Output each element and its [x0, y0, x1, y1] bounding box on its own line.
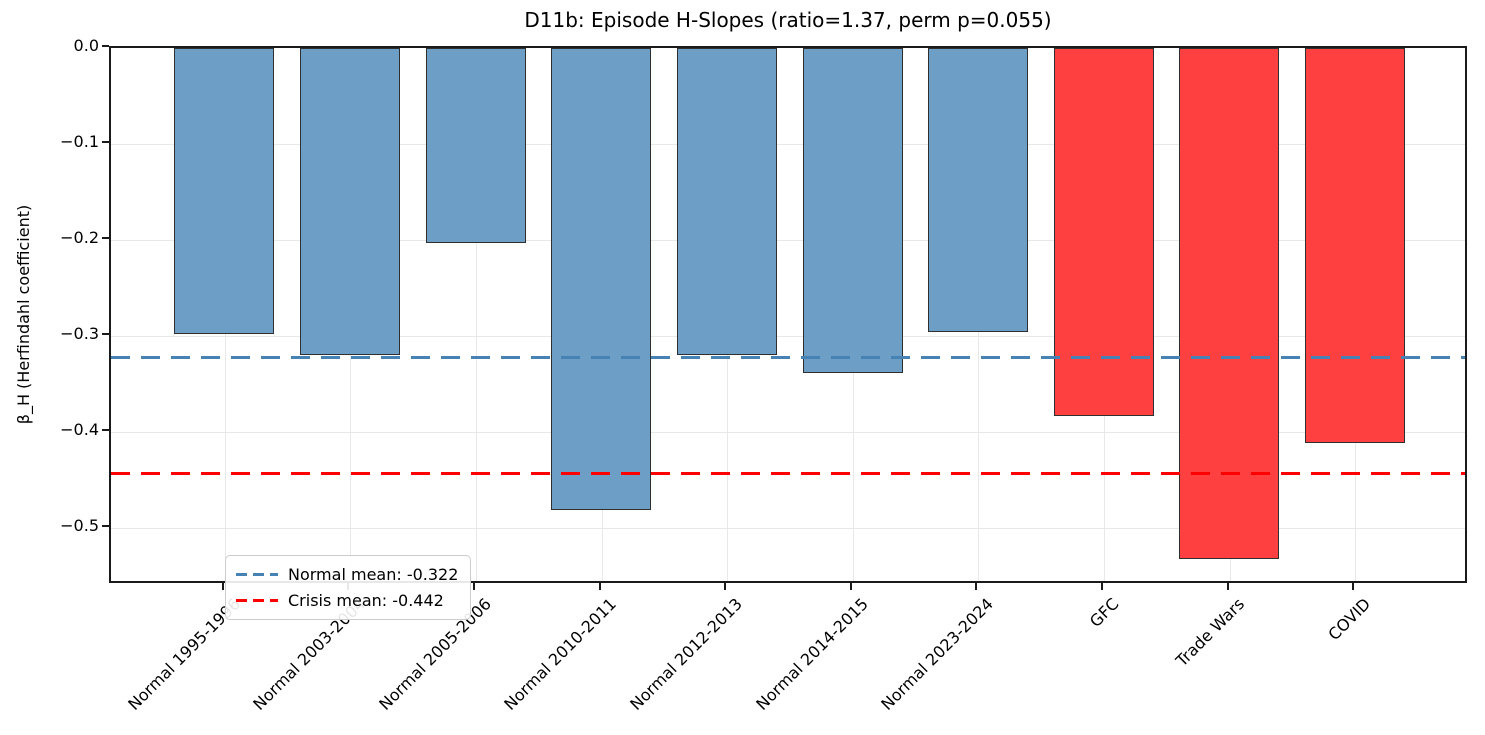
- bar-normal-2005-2006: [426, 48, 526, 243]
- gridline-h-−0.3: [111, 336, 1465, 337]
- legend-entry-crisis-mean: Crisis mean: -0.442: [236, 591, 458, 610]
- chart-title: D11b: Episode H-Slopes (ratio=1.37, perm…: [524, 8, 1052, 32]
- y-tick-mark-−0.5: [102, 525, 109, 527]
- bar-normal-2014-2015: [803, 48, 903, 373]
- legend-label-crisis-mean: Crisis mean: -0.442: [288, 591, 444, 610]
- bar-trade-wars: [1179, 48, 1279, 559]
- gridline-h-−0.2: [111, 240, 1465, 241]
- gridline-v-normal-2005-2006: [476, 48, 477, 581]
- y-tick-label-−0.1: −0.1: [60, 132, 99, 151]
- bar-normal-2010-2011: [551, 48, 651, 510]
- x-tick-label-gfc: GFC: [1086, 594, 1123, 631]
- y-tick-mark-0.0: [102, 45, 109, 47]
- gridline-h-−0.1: [111, 144, 1465, 145]
- x-tick-mark-normal-2010-2011: [599, 583, 601, 590]
- legend-entry-normal-mean: Normal mean: -0.322: [236, 565, 458, 584]
- x-tick-mark-normal-2005-2006: [473, 583, 475, 590]
- x-tick-mark-covid: [1352, 583, 1354, 590]
- x-tick-label-normal-2014-2015: Normal 2014-2015: [751, 594, 872, 714]
- bar-normal-2012-2013: [677, 48, 777, 355]
- x-tick-mark-gfc: [1101, 583, 1103, 590]
- x-tick-label-normal-2023-2024: Normal 2023-2024: [877, 594, 998, 714]
- legend: Normal mean: -0.322 Crisis mean: -0.442: [225, 555, 472, 620]
- x-tick-mark-normal-2012-2013: [724, 583, 726, 590]
- y-tick-label-0.0: 0.0: [73, 36, 99, 55]
- normal-mean-dash-icon: [236, 573, 278, 576]
- crisis-mean-line: [111, 472, 1465, 475]
- y-tick-mark-−0.2: [102, 237, 109, 239]
- x-tick-mark-trade-wars: [1227, 583, 1229, 590]
- legend-label-normal-mean: Normal mean: -0.322: [288, 565, 459, 584]
- y-tick-mark-−0.4: [102, 429, 109, 431]
- bar-normal-2023-2024: [928, 48, 1028, 332]
- x-tick-mark-normal-2023-2024: [975, 583, 977, 590]
- x-tick-label-normal-2010-2011: Normal 2010-2011: [500, 594, 621, 714]
- x-tick-mark-normal-2014-2015: [850, 583, 852, 590]
- plot-area: Normal mean: -0.322 Crisis mean: -0.442: [109, 46, 1467, 620]
- y-tick-label-−0.4: −0.4: [60, 420, 99, 439]
- x-tick-label-covid: COVID: [1324, 594, 1375, 645]
- normal-mean-line: [111, 356, 1465, 359]
- gridline-h-−0.5: [111, 528, 1465, 529]
- bar-covid: [1305, 48, 1405, 443]
- bar-gfc: [1054, 48, 1154, 416]
- bar-normal-1995-1996: [174, 48, 274, 334]
- y-axis-label: β_H (Herfindahl coefficient): [14, 204, 33, 425]
- y-tick-mark-−0.1: [102, 141, 109, 143]
- gridline-h-−0.4: [111, 432, 1465, 433]
- y-tick-mark-−0.3: [102, 333, 109, 335]
- crisis-mean-dash-icon: [236, 599, 278, 602]
- y-tick-label-−0.3: −0.3: [60, 324, 99, 343]
- x-tick-label-trade-wars: Trade Wars: [1172, 594, 1249, 671]
- y-tick-label-−0.5: −0.5: [60, 516, 99, 535]
- x-tick-mark-normal-1995-1996: [222, 583, 224, 590]
- y-tick-label-−0.2: −0.2: [60, 228, 99, 247]
- bar-normal-2003-2004: [300, 48, 400, 355]
- x-tick-label-normal-2012-2013: Normal 2012-2013: [626, 594, 746, 714]
